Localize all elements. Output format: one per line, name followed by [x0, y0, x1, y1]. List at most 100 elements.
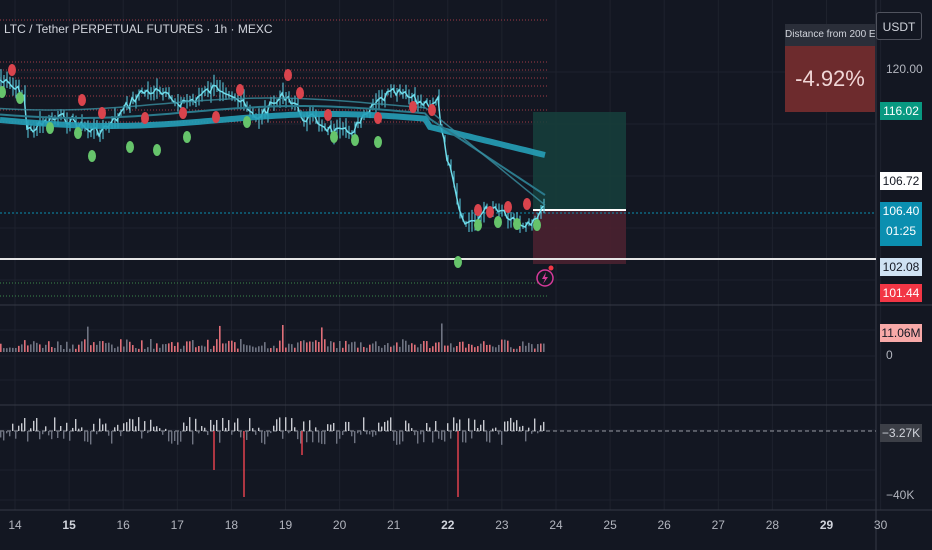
volume-bar — [540, 343, 542, 352]
delta-bar — [123, 423, 125, 431]
delta-bar — [453, 417, 455, 431]
delta-bar — [492, 428, 494, 431]
volume-bar — [312, 341, 314, 352]
pivot-low-marker — [74, 127, 82, 139]
volume-bar — [453, 347, 455, 352]
delta-bar — [114, 427, 116, 431]
delta-bar — [219, 431, 221, 443]
delta-bar — [360, 431, 362, 435]
pivot-high-marker — [141, 112, 149, 124]
volume-bar — [501, 339, 503, 352]
delta-bar — [414, 431, 416, 436]
delta-bar — [27, 431, 29, 442]
volume-bar — [285, 347, 287, 352]
delta-bar — [249, 418, 251, 431]
delta-bar — [543, 421, 545, 431]
volume-bar — [84, 339, 86, 352]
delta-bar — [426, 423, 428, 431]
volume-bar — [105, 343, 107, 352]
volume-bar — [423, 340, 425, 352]
volume-bar — [171, 342, 173, 352]
price-tag-low-text: 101.44 — [882, 286, 920, 300]
delta-bar — [117, 424, 119, 431]
delta-bar — [225, 427, 227, 431]
volume-bar — [213, 345, 215, 352]
volume-bar — [339, 341, 341, 352]
delta-bar — [531, 431, 533, 434]
delta-bar — [153, 426, 155, 431]
pivot-high-marker — [523, 198, 531, 210]
delta-bar — [78, 428, 80, 431]
delta-bar — [270, 431, 272, 434]
time-axis-label: 19 — [278, 518, 293, 532]
delta-bar — [240, 431, 242, 438]
pivot-high-marker — [8, 64, 16, 76]
delta-tag: −3.27K — [880, 424, 922, 442]
volume-bar — [27, 345, 29, 352]
delta-bar — [261, 431, 263, 443]
pivot-high-marker — [486, 206, 494, 218]
volume-bar — [42, 347, 44, 352]
price-line — [0, 78, 544, 228]
volume-bar — [159, 347, 161, 352]
volume-bar — [414, 344, 416, 352]
volume-bar — [189, 341, 191, 352]
pivot-high-marker — [409, 101, 417, 113]
delta-bar — [348, 421, 350, 431]
volume-bar — [336, 348, 338, 352]
volume-bar — [267, 348, 269, 352]
delta-bar — [0, 431, 2, 438]
delta-bar — [165, 428, 167, 431]
pivot-low-marker — [474, 219, 482, 231]
delta-bar — [390, 417, 392, 431]
volume-bar — [12, 347, 14, 352]
delta-bar — [432, 431, 434, 443]
volume-bar — [81, 341, 83, 352]
delta-bar — [57, 431, 59, 439]
delta-bar — [264, 431, 266, 445]
volume-bar — [72, 344, 74, 352]
currency-unit-button[interactable]: USDT — [876, 12, 922, 40]
volume-bar — [345, 340, 347, 352]
delta-bar — [381, 426, 383, 431]
volume-bar — [378, 346, 380, 352]
pivot-high-marker — [179, 107, 187, 119]
volume-bar — [333, 342, 335, 352]
delta-bar — [21, 423, 23, 431]
delta-bar — [393, 431, 395, 441]
volume-bar — [327, 346, 329, 352]
volume-bar — [420, 343, 422, 352]
delta-bar — [291, 418, 293, 431]
delta-bar — [501, 431, 503, 445]
delta-bar — [210, 419, 212, 431]
delta-bar — [87, 431, 89, 442]
delta-bar — [507, 421, 509, 431]
delta-bar — [303, 421, 305, 431]
volume-bar — [462, 341, 464, 352]
delta-bar — [315, 427, 317, 431]
volume-tag-text: 11.06M — [881, 326, 921, 340]
delta-bar — [183, 422, 185, 431]
volume-bar — [264, 342, 266, 352]
volume-bar — [354, 341, 356, 352]
delta-bar — [516, 420, 518, 431]
delta-bar — [54, 417, 56, 431]
volume-bar — [210, 348, 212, 352]
delta-bar — [69, 431, 71, 441]
time-axis-label: 16 — [116, 518, 130, 532]
delta-bar — [60, 426, 62, 431]
volume-bar — [504, 339, 506, 352]
pivot-high-marker — [212, 111, 220, 123]
take-profit-zone — [533, 112, 626, 210]
delta-bar — [498, 431, 500, 435]
delta-bar — [216, 420, 218, 431]
delta-bar — [336, 431, 338, 444]
delta-bar — [375, 431, 377, 436]
delta-bar — [90, 431, 92, 445]
delta-bar — [279, 417, 281, 431]
delta-bar — [144, 421, 146, 431]
volume-bar — [315, 340, 317, 352]
pivot-high-marker — [474, 204, 482, 216]
volume-bar — [465, 347, 467, 352]
